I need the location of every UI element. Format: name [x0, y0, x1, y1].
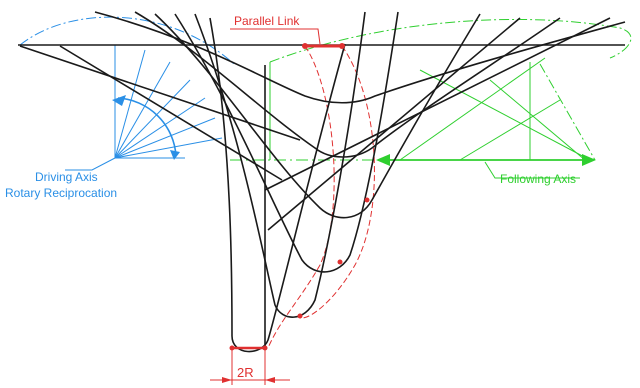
- parallel-link-joint-left: [302, 43, 308, 49]
- parallel-link-leader: [230, 28, 321, 45]
- stroke-curve-6: [209, 17, 346, 353]
- dimension-label: 2R: [237, 365, 254, 380]
- driving-axis-group: [19, 16, 236, 171]
- stroke-curve-1: [94, 11, 626, 104]
- following-construction-lines: [399, 57, 596, 161]
- following-axis-label: Following Axis: [500, 172, 576, 186]
- dimension-2r: [210, 346, 290, 385]
- stroke-curve-4: [174, 11, 399, 273]
- rotary-arrowhead-end: [170, 150, 180, 160]
- rotary-arrow[interactable]: [117, 97, 177, 157]
- driving-radial-lines: [114, 49, 223, 159]
- parallel-link-label: Parallel Link: [234, 14, 300, 28]
- diagonal-1: [19, 45, 301, 141]
- following-label-leader: [484, 161, 580, 179]
- rotary-arrowhead-start: [112, 95, 126, 106]
- link-trace-right: [299, 45, 375, 319]
- diagonal-2: [59, 45, 283, 181]
- parallel-link-joint-right: [339, 43, 345, 49]
- following-range-arc: [269, 18, 632, 63]
- diagonal-4: [267, 17, 521, 231]
- driving-axis-sublabel: Rotary Reciprocation: [5, 186, 117, 200]
- stroke-curve-5: [194, 11, 366, 318]
- driving-label-leader: [65, 157, 116, 171]
- driving-range-arc: [19, 16, 236, 66]
- following-axis-group: [230, 18, 632, 179]
- parallel-link-traces: [267, 45, 375, 349]
- stroke-curve-3: [154, 13, 481, 219]
- following-arrowhead-left: [376, 154, 390, 166]
- driving-axis-label: Driving Axis: [35, 170, 98, 184]
- diagonal-3: [264, 17, 611, 191]
